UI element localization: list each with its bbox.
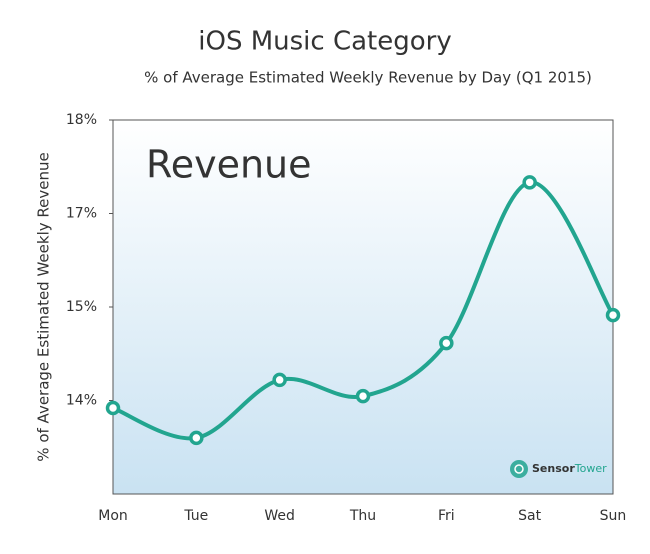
y-tick-label: 14% <box>66 393 97 409</box>
point <box>439 335 454 351</box>
watermark: Revenue <box>146 143 312 187</box>
x-tick-label: Wed <box>264 508 295 524</box>
y-tick-label: 15% <box>66 299 97 315</box>
chart-subtitle: % of Average Estimated Weekly Revenue by… <box>144 69 592 87</box>
y-axis-label: % of Average Estimated Weekly Revenue <box>35 152 53 461</box>
brand-part: Sensor <box>532 462 575 475</box>
brand-text: SensorTower <box>532 462 607 475</box>
x-tick-label: Fri <box>438 508 455 524</box>
y-tick-label: 17% <box>66 206 97 222</box>
point <box>605 307 621 323</box>
logo-icon-inner <box>514 464 524 474</box>
point <box>189 430 204 446</box>
point <box>355 388 371 404</box>
x-tick-label: Thu <box>349 508 376 524</box>
brand-part: Tower <box>574 462 607 475</box>
x-tick-label: Mon <box>98 508 128 524</box>
x-tick-label: Tue <box>183 508 208 524</box>
x-tick-label: Sat <box>518 508 541 524</box>
y-tick-label: 18% <box>66 112 97 128</box>
point <box>105 400 121 416</box>
logo-icon <box>510 460 528 478</box>
chart-title: iOS Music Category <box>198 27 451 57</box>
x-tick-label: Sun <box>600 508 627 524</box>
point <box>522 175 537 190</box>
brand-logo: SensorTower <box>510 460 607 478</box>
point <box>272 372 287 388</box>
